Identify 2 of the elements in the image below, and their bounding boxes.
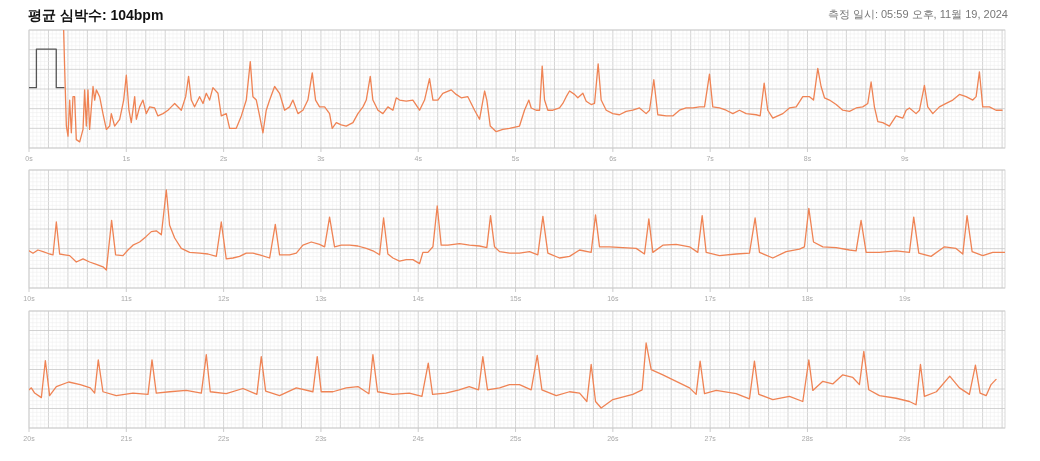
subtitle: 측정 일시: 05:59 오후, 11월 19, 2024: [827, 8, 1008, 20]
title: 평균 심박수: 104bpm: [28, 7, 164, 23]
